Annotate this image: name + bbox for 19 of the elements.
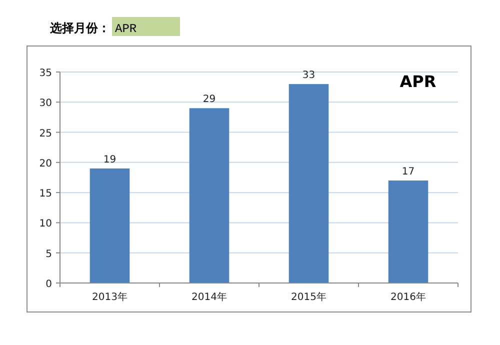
x-tick-label: 2013年 bbox=[92, 291, 128, 303]
x-tick-label: 2016年 bbox=[390, 291, 426, 303]
chart-title: APR bbox=[400, 72, 436, 91]
text: APR bbox=[115, 22, 137, 36]
x-tick-label: 2015年 bbox=[291, 291, 326, 303]
y-tick-label: 20 bbox=[39, 158, 52, 170]
text: 选择月份： bbox=[49, 21, 110, 35]
y-tick-label: 5 bbox=[46, 248, 52, 260]
data-label: 17 bbox=[402, 166, 415, 178]
data-label: 19 bbox=[103, 154, 116, 166]
data-label: 33 bbox=[302, 70, 316, 82]
data-label: 29 bbox=[202, 94, 216, 106]
y-tick-label: 35 bbox=[39, 68, 52, 79]
y-tick-label: 0 bbox=[46, 279, 52, 290]
x-tick-label: 2014年 bbox=[192, 291, 227, 303]
y-tick-label: 15 bbox=[39, 188, 52, 200]
y-tick-label: 10 bbox=[39, 218, 52, 230]
y-tick-label: 25 bbox=[39, 128, 52, 140]
y-tick-label: 30 bbox=[39, 98, 52, 110]
